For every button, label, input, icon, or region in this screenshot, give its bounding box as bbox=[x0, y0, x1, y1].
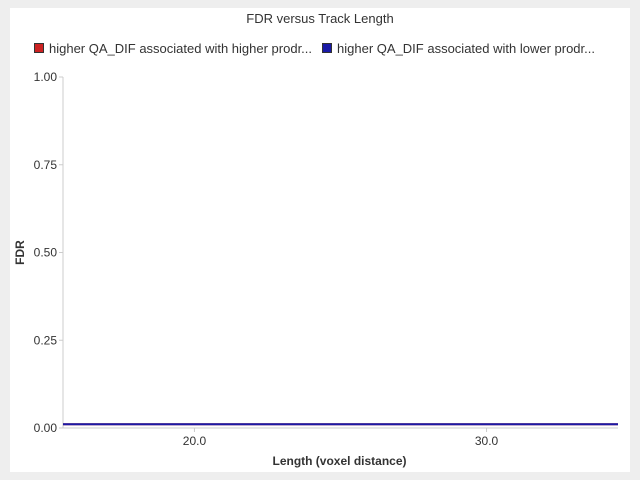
legend-label-higher: higher QA_DIF associated with higher pro… bbox=[49, 40, 313, 56]
legend-label-lower: higher QA_DIF associated with lower prod… bbox=[337, 40, 595, 56]
y-tick-label: 0.75 bbox=[34, 158, 58, 172]
chart-title: FDR versus Track Length bbox=[246, 11, 394, 26]
x-axis: 20.0 30.0 bbox=[63, 427, 618, 448]
y-tick-label: 0.50 bbox=[34, 246, 58, 260]
x-tick-label: 20.0 bbox=[183, 434, 207, 448]
y-tick-label: 0.25 bbox=[34, 333, 58, 347]
y-tick-label: 0.00 bbox=[34, 421, 58, 435]
y-tick-label: 1.00 bbox=[34, 70, 58, 84]
legend: higher QA_DIF associated with higher pro… bbox=[34, 40, 595, 56]
x-axis-title: Length (voxel distance) bbox=[272, 454, 406, 468]
plot-area: 0.00 0.25 0.50 0.75 1.00 20.0 30.0 FDR Length… bbox=[13, 70, 618, 468]
legend-swatch-red bbox=[34, 43, 44, 53]
legend-item-higher[interactable]: higher QA_DIF associated with higher pro… bbox=[34, 41, 312, 56]
chart-panel: FDR versus Track Length higher QA_DIF as… bbox=[10, 8, 630, 472]
y-axis-title: FDR bbox=[13, 240, 27, 265]
y-axis: 0.00 0.25 0.50 0.75 1.00 bbox=[34, 70, 64, 435]
legend-swatch-blue bbox=[322, 43, 333, 53]
legend-item-lower[interactable]: higher QA_DIF associated with lower prod… bbox=[322, 41, 595, 56]
x-tick-label: 30.0 bbox=[475, 434, 499, 448]
